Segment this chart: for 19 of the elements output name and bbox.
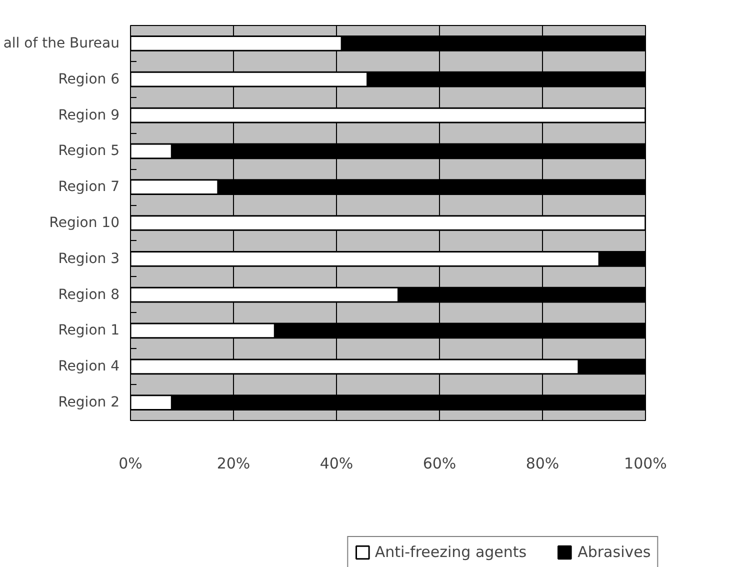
y-tick-label: Region 7 [58, 179, 120, 196]
y-tick-label: Region 9 [58, 107, 120, 124]
y-tick-label: Region 4 [58, 358, 120, 375]
y-tick-label: Region 6 [58, 71, 120, 88]
y-tick-label: all of the Bureau [3, 35, 120, 52]
y-tick-label: Region 10 [49, 215, 120, 231]
x-tick-label: 80% [526, 454, 560, 472]
y-tick-label: Region 8 [58, 286, 120, 303]
x-tick-label: 100% [624, 454, 667, 472]
y-tick-label: Region 1 [58, 322, 120, 339]
legend-label: Anti-freezing agents [374, 542, 527, 560]
y-tick-label: Region 3 [58, 250, 120, 267]
legend-label: Abrasives [578, 542, 651, 560]
x-tick-label: 60% [422, 454, 456, 472]
y-tick-label: Region 2 [58, 394, 120, 411]
x-tick-label: 0% [118, 454, 142, 472]
x-tick-label: 40% [320, 454, 354, 472]
x-tick-label: 20% [216, 454, 250, 472]
y-tick-label: Region 5 [58, 143, 120, 160]
